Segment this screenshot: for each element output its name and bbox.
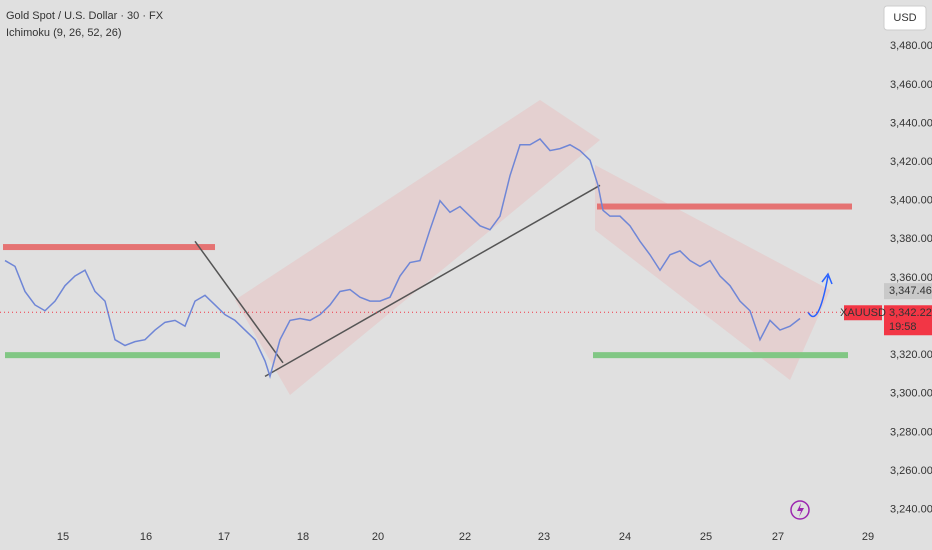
lightning-icon[interactable] bbox=[790, 500, 810, 520]
y-tick-label: 3,240.00 bbox=[890, 503, 932, 515]
y-tick-label: 3,320.00 bbox=[890, 349, 932, 361]
price-tag bbox=[884, 283, 932, 300]
x-tick-label: 20 bbox=[372, 531, 384, 543]
x-tick-label: 27 bbox=[772, 531, 784, 543]
countdown: 19:58 bbox=[889, 321, 917, 333]
y-tick-label: 3,280.00 bbox=[890, 426, 932, 438]
trend-line bbox=[194, 240, 284, 364]
y-tick-label: 3,440.00 bbox=[890, 117, 932, 129]
down-channel bbox=[595, 165, 830, 380]
x-tick-label: 15 bbox=[57, 531, 69, 543]
lightning-glyph bbox=[797, 503, 804, 517]
y-tick-label: 3,300.00 bbox=[890, 388, 932, 400]
y-tick-label: 3,460.00 bbox=[890, 79, 932, 91]
level-line bbox=[5, 352, 220, 359]
symbol-tag bbox=[844, 305, 882, 321]
y-tick-label: 3,260.00 bbox=[890, 465, 932, 477]
currency[interactable]: USD bbox=[893, 12, 916, 24]
y-tick-label: 3,380.00 bbox=[890, 233, 932, 245]
y-tick-label: 3,360.00 bbox=[890, 272, 932, 284]
currency-button[interactable] bbox=[883, 5, 927, 31]
level-line bbox=[593, 352, 848, 359]
x-tick-label: 22 bbox=[459, 531, 471, 543]
up-channel bbox=[235, 100, 600, 395]
arrow-head bbox=[821, 272, 833, 285]
x-tick-label: 16 bbox=[140, 531, 152, 543]
price-tag-label: 3,347.46 bbox=[889, 285, 932, 297]
trend-line bbox=[264, 184, 601, 378]
price-line bbox=[4, 138, 801, 380]
x-tick-label: 29 bbox=[862, 531, 874, 543]
indicator-label: Ichimoku (9, 26, 52, 26) bbox=[6, 27, 122, 39]
level-line bbox=[597, 203, 852, 210]
projection-arrow bbox=[807, 275, 829, 318]
level-line bbox=[3, 244, 215, 251]
y-tick-label: 3,480.00 bbox=[890, 40, 932, 52]
y-tick-label: 3,420.00 bbox=[890, 156, 932, 168]
x-tick-label: 18 bbox=[297, 531, 309, 543]
price-tag-label: 3,342.22 bbox=[889, 307, 932, 319]
y-tick-label: 3,400.00 bbox=[890, 195, 932, 207]
symbol-label: XAUUSD bbox=[840, 307, 886, 319]
x-tick-label: 17 bbox=[218, 531, 230, 543]
price-tag bbox=[884, 305, 932, 336]
x-tick-label: 25 bbox=[700, 531, 712, 543]
chart-title: Gold Spot / U.S. Dollar · 30 · FX bbox=[6, 10, 164, 22]
x-tick-label: 24 bbox=[619, 531, 631, 543]
x-tick-label: 23 bbox=[538, 531, 550, 543]
